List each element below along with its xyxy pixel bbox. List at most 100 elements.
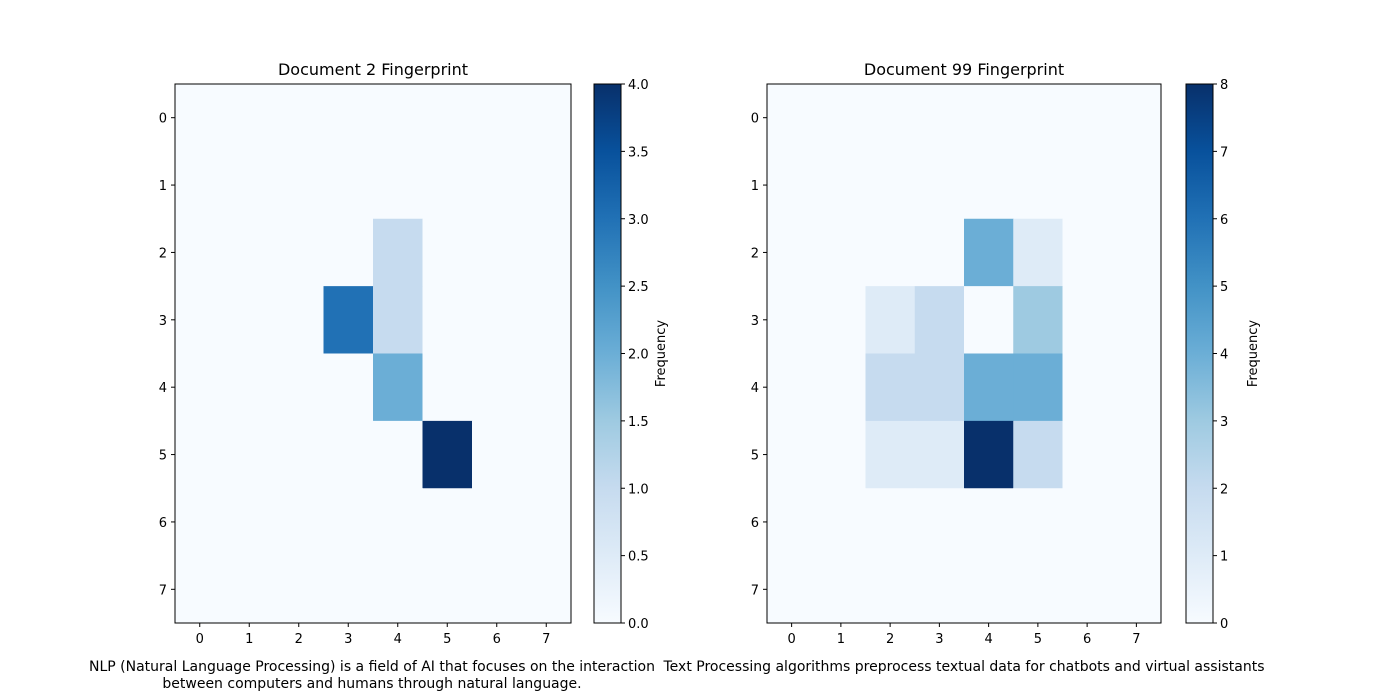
x-tick-label: 4 xyxy=(984,632,992,647)
heatmap-cell xyxy=(472,151,522,220)
x-tick-label: 1 xyxy=(837,632,845,647)
heatmap-cell xyxy=(914,151,965,220)
heatmap-cell xyxy=(964,420,1014,489)
heatmap-cell xyxy=(964,218,1014,287)
x-tick-label: 7 xyxy=(542,632,550,647)
heatmap-cell xyxy=(1013,555,1063,624)
heatmap-cell xyxy=(175,555,225,624)
heatmap-cell xyxy=(865,353,916,422)
colorbar-tick-label: 0.5 xyxy=(628,550,649,565)
heatmap-cell xyxy=(865,218,916,287)
heatmap-cell xyxy=(964,151,1014,220)
heatmap-cell xyxy=(224,488,275,557)
heatmap-cell xyxy=(914,286,965,354)
heatmap-cell xyxy=(914,353,965,422)
heatmap-cell xyxy=(224,420,275,489)
heatmap-cell xyxy=(1013,488,1063,557)
heatmap-cell xyxy=(1013,151,1063,220)
heatmap-cell xyxy=(1111,286,1162,354)
heatmap-cell xyxy=(175,84,225,152)
heatmap-cell xyxy=(865,286,916,354)
heatmap-cell xyxy=(816,488,866,557)
colorbar-tick-label: 1 xyxy=(1220,550,1228,565)
axes-frame xyxy=(174,83,572,624)
heatmap-cell xyxy=(964,353,1014,422)
x-tick-label: 2 xyxy=(886,632,894,647)
heatmap-cell xyxy=(521,555,572,624)
heatmap-cell xyxy=(472,555,522,624)
colorbar-tick-label: 5 xyxy=(1220,280,1228,295)
heatmap-cell xyxy=(767,218,817,287)
colorbar-tick-label: 2.5 xyxy=(628,280,649,295)
heatmap-cell xyxy=(1062,420,1113,489)
x-tick-label: 0 xyxy=(196,632,204,647)
colorbar-tick-label: 2.0 xyxy=(628,348,649,363)
heatmap-cell xyxy=(964,488,1014,557)
heatmap-cell xyxy=(521,84,572,152)
heatmap-cell xyxy=(472,420,522,489)
chart-title: Document 2 Fingerprint xyxy=(278,60,468,79)
heatmap-cell xyxy=(1062,353,1113,422)
heatmap-cell xyxy=(422,420,473,489)
heatmap-panel-document-2: Document 2 Fingerprint 0 1 2 3 4 5 6 7 0 1 2 3 4 5 6 7 0.… xyxy=(159,60,669,647)
heatmap-cell xyxy=(521,420,572,489)
colorbar xyxy=(593,83,622,624)
x-tick-label: 6 xyxy=(493,632,501,647)
heatmap-cell xyxy=(964,286,1014,354)
heatmap-cell xyxy=(323,420,374,489)
heatmap-cell xyxy=(224,84,275,152)
heatmap-cell xyxy=(274,84,324,152)
heatmap-cell xyxy=(323,555,374,624)
heatmap-cell xyxy=(914,555,965,624)
heatmap-cell xyxy=(1062,218,1113,287)
heatmap-cell xyxy=(1111,84,1162,152)
y-tick-label: 5 xyxy=(159,449,167,464)
x-tick-label: 7 xyxy=(1132,632,1140,647)
heatmap-cell xyxy=(472,218,522,287)
heatmap-cell xyxy=(865,488,916,557)
y-tick-label: 2 xyxy=(159,246,167,261)
heatmap-cell xyxy=(323,353,374,422)
heatmap-cell xyxy=(274,286,324,354)
heatmap-cell xyxy=(767,420,817,489)
heatmap-cell xyxy=(323,286,374,354)
colorbar-tick-label: 1.5 xyxy=(628,415,649,430)
heatmap-cell xyxy=(767,286,817,354)
heatmap-cell xyxy=(373,84,423,152)
heatmap-cell xyxy=(1111,488,1162,557)
heatmap-cell xyxy=(914,488,965,557)
heatmap-cell xyxy=(816,286,866,354)
heatmap-cell xyxy=(175,353,225,422)
caption-document-99: Text Processing algorithms preprocess te… xyxy=(663,659,1265,675)
heatmap-cell xyxy=(472,286,522,354)
y-tick-label: 2 xyxy=(751,246,759,261)
heatmap-cell xyxy=(865,84,916,152)
y-tick-label: 7 xyxy=(751,583,759,598)
heatmap-cell xyxy=(1013,286,1063,354)
chart-title: Document 99 Fingerprint xyxy=(864,60,1064,79)
heatmap-cell xyxy=(865,151,916,220)
heatmap-cell xyxy=(964,555,1014,624)
heatmap-cell xyxy=(865,555,916,624)
x-tick-label: 0 xyxy=(787,632,795,647)
heatmap-cell xyxy=(373,555,423,624)
x-tick-label: 5 xyxy=(443,632,451,647)
x-tick-label: 3 xyxy=(935,632,943,647)
colorbar-label: Frequency xyxy=(1246,320,1261,387)
heatmap-cell xyxy=(422,286,473,354)
axes-frame xyxy=(766,83,1162,624)
x-tick-label: 3 xyxy=(344,632,352,647)
heatmap-cell xyxy=(1062,488,1113,557)
colorbar-label: Frequency xyxy=(654,320,669,387)
heatmap-cell xyxy=(521,218,572,287)
y-tick-label: 6 xyxy=(751,516,759,531)
heatmap-cell xyxy=(816,353,866,422)
y-tick-label: 0 xyxy=(159,112,167,127)
heatmap-cell xyxy=(422,353,473,422)
heatmap-cell xyxy=(422,151,473,220)
heatmap-cell xyxy=(274,218,324,287)
heatmap-cell xyxy=(373,420,423,489)
heatmap-cell xyxy=(373,218,423,287)
heatmap-cell xyxy=(767,353,817,422)
